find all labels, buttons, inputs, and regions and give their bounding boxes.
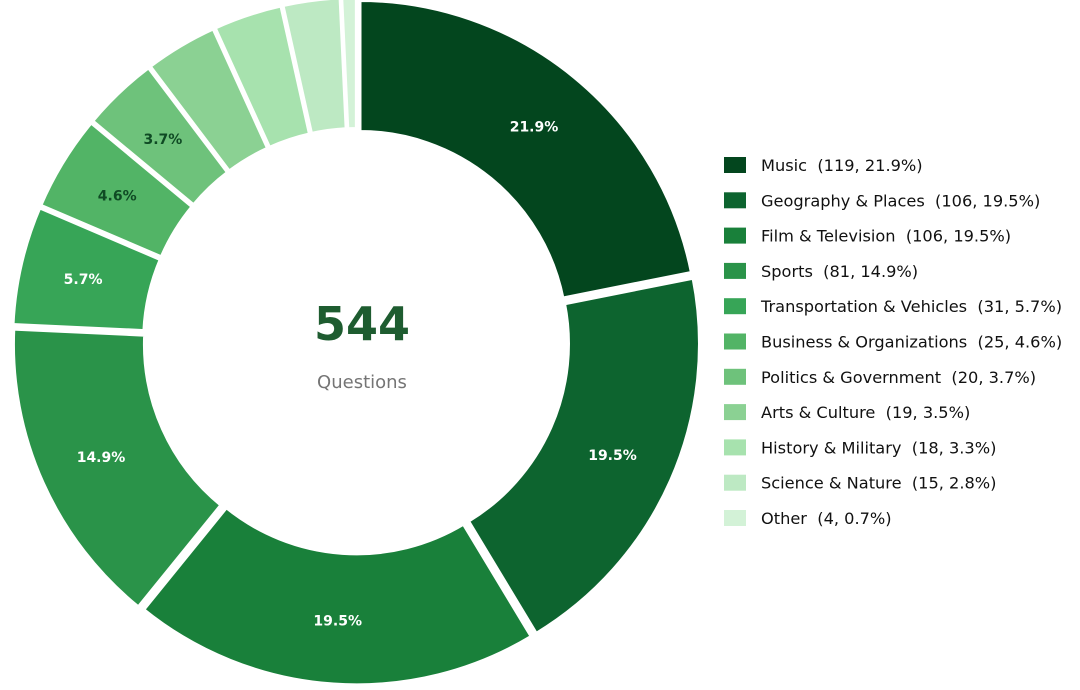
legend-item: Other (4, 0.7%) xyxy=(724,509,892,528)
slice-other xyxy=(339,0,359,132)
legend-item: Arts & Culture (19, 3.5%) xyxy=(724,403,970,422)
legend-item: Film & Television (106, 19.5%) xyxy=(724,227,1011,246)
legend-item: Transportation & Vehicles (31, 5.7%) xyxy=(724,297,1062,316)
slice-label: 19.5% xyxy=(313,614,362,630)
legend-item: Geography & Places (106, 19.5%) xyxy=(724,191,1040,210)
slice-label: 4.6% xyxy=(98,189,137,205)
legend-label: History & Military (18, 3.3%) xyxy=(761,438,996,457)
legend-swatch xyxy=(724,368,746,385)
legend-label: Transportation & Vehicles (31, 5.7%) xyxy=(760,297,1062,316)
legend-item: Music (119, 21.9%) xyxy=(724,156,923,175)
legend-swatch xyxy=(724,333,746,350)
legend-swatch xyxy=(724,157,746,173)
slice-label: 19.5% xyxy=(588,448,637,464)
legend-swatch xyxy=(724,439,746,456)
legend-label: Music (119, 21.9%) xyxy=(761,156,923,175)
legend-item: Politics & Government (20, 3.7%) xyxy=(724,368,1036,387)
legend: Music (119, 21.9%) Geography & Places (10… xyxy=(724,156,1062,528)
legend-swatch xyxy=(724,192,746,209)
legend-label: Arts & Culture (19, 3.5%) xyxy=(761,403,970,422)
legend-swatch xyxy=(724,262,746,279)
slice-label: 21.9% xyxy=(510,119,559,135)
legend-label: Other (4, 0.7%) xyxy=(761,509,892,528)
slice-geography-places xyxy=(465,275,702,637)
legend-item: Sports (81, 14.9%) xyxy=(724,262,918,281)
legend-swatch xyxy=(724,404,746,421)
slice-film-television xyxy=(140,504,535,688)
legend-label: Politics & Government (20, 3.7%) xyxy=(761,368,1036,387)
legend-label: Sports (81, 14.9%) xyxy=(761,262,918,281)
slices-layer xyxy=(10,0,702,688)
legend-label: Business & Organizations (25, 4.6%) xyxy=(761,333,1062,352)
legend-label: Film & Television (106, 19.5%) xyxy=(761,227,1011,246)
legend-label: Science & Nature (15, 2.8%) xyxy=(761,474,997,493)
legend-item: Science & Nature (15, 2.8%) xyxy=(724,474,997,493)
slice-labels-layer: 21.9% 19.5% 19.5% 14.9% 5.7% 4.6% 3.7% xyxy=(64,119,637,629)
legend-swatch xyxy=(724,474,746,491)
slice-label: 14.9% xyxy=(77,450,126,466)
legend-swatch xyxy=(724,298,746,315)
slice-sports xyxy=(10,326,225,611)
legend-item: Business & Organizations (25, 4.6%) xyxy=(724,333,1062,352)
center-total-value: 544 xyxy=(314,297,410,351)
slice-music xyxy=(357,0,695,301)
legend-item: History & Military (18, 3.3%) xyxy=(724,438,996,457)
legend-swatch xyxy=(724,227,746,244)
legend-swatch xyxy=(724,510,746,526)
slice-label: 3.7% xyxy=(143,132,182,148)
center-caption: Questions xyxy=(317,372,407,393)
slice-label: 5.7% xyxy=(64,272,103,288)
legend-label: Geography & Places (106, 19.5%) xyxy=(761,191,1040,210)
center-layer: 544 Questions xyxy=(314,297,410,393)
